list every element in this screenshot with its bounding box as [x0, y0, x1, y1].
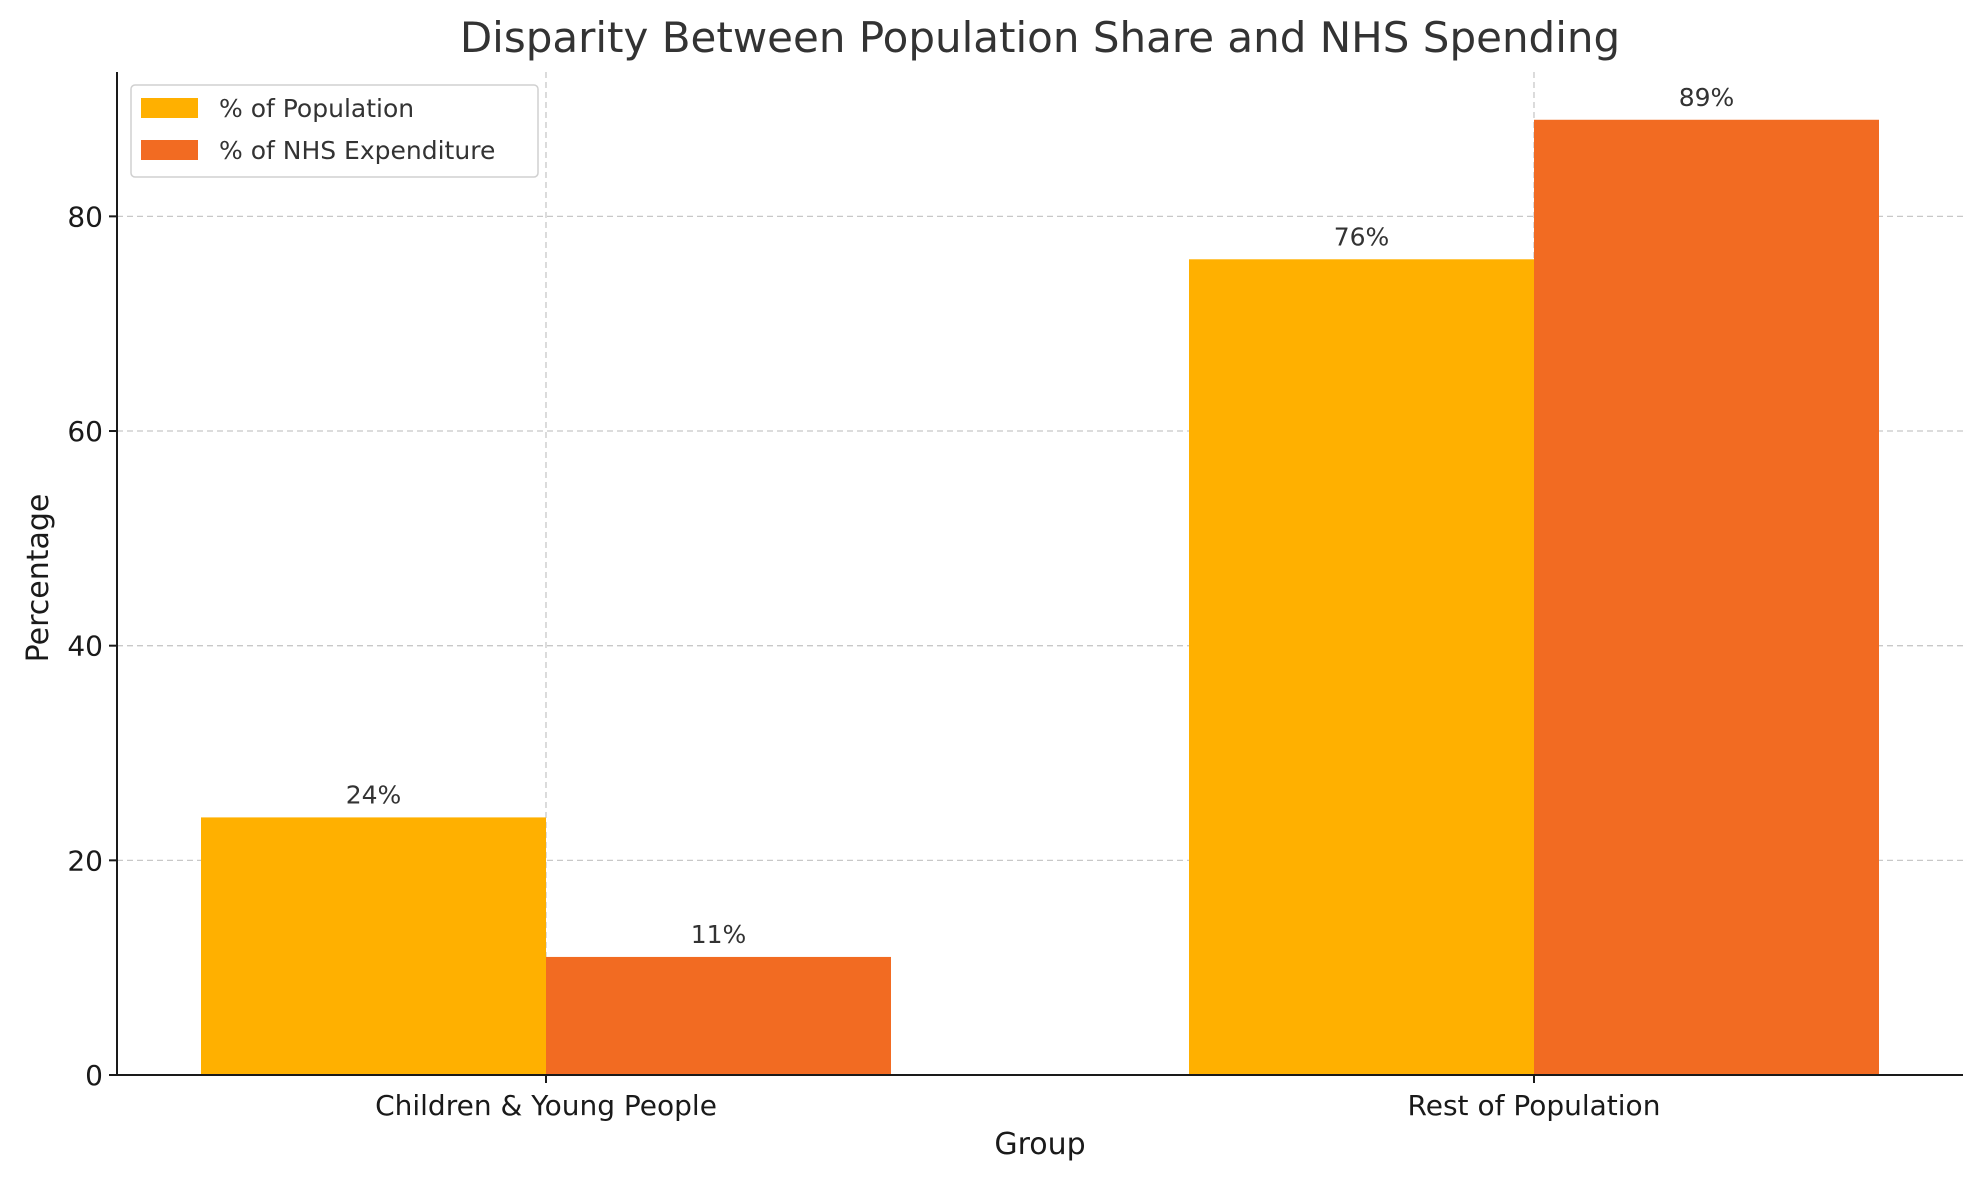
data-label: 89%	[1679, 83, 1735, 112]
bar-population	[1189, 259, 1534, 1075]
x-axis-title: Group	[994, 1127, 1085, 1162]
y-tick-label: 20	[67, 844, 103, 877]
x-tick-label: Children & Young People	[375, 1089, 717, 1122]
chart-title: Disparity Between Population Share and N…	[460, 13, 1620, 62]
tick-labels: 0 20 40 60 80 Children & Young People Rest of …	[67, 200, 1660, 1122]
y-tick-label: 0	[85, 1059, 103, 1092]
legend-label-population: % of Population	[219, 94, 414, 123]
legend-swatch-nhs-expenditure	[141, 140, 198, 160]
data-label: 11%	[691, 920, 747, 949]
bar-nhs-expenditure	[1534, 119, 1879, 1075]
data-labels: 24% 76% 11% 89%	[346, 83, 1735, 949]
axes	[116, 72, 1963, 1076]
y-tick-label: 60	[67, 415, 103, 448]
data-label: 76%	[1334, 222, 1390, 251]
legend-frame	[130, 84, 539, 178]
bar-population	[201, 817, 546, 1075]
y-axis-title: Percentage	[21, 494, 56, 663]
legend: % of Population % of NHS Expenditure	[130, 84, 539, 178]
bars	[201, 119, 1879, 1075]
data-label: 24%	[346, 780, 402, 809]
bar-nhs-expenditure	[546, 956, 891, 1075]
y-tick-label: 80	[67, 200, 103, 233]
legend-swatch-population	[141, 98, 198, 118]
legend-label-nhs-expenditure: % of NHS Expenditure	[219, 136, 495, 165]
y-tick-label: 40	[67, 630, 103, 663]
x-tick-label: Rest of Population	[1408, 1089, 1661, 1122]
